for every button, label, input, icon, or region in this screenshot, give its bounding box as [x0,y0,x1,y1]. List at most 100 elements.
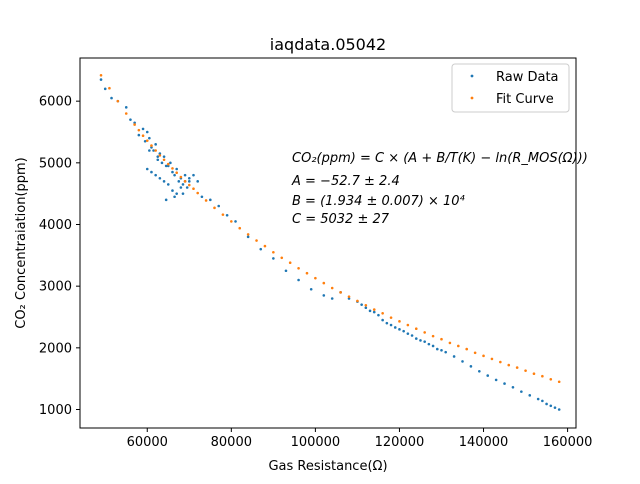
raw-data-point [478,369,481,373]
raw-data-point [181,183,185,186]
raw-data-point [196,180,199,183]
raw-data-point [414,337,418,340]
raw-data-point [187,176,191,180]
fit-curve-point [440,337,443,341]
legend-raw-label: Raw Data [496,70,559,85]
raw-data-point [181,192,185,195]
fit-curve-point [372,308,376,311]
raw-data-point [435,347,439,351]
raw-data-point [381,318,384,322]
raw-data-point [330,297,334,300]
x-axis-label: Gas Resistance(Ω) [268,459,387,474]
y-tick-label: 1000 [39,403,72,418]
fit-curve-point [482,354,485,358]
raw-data-point [372,310,376,314]
raw-data-point [179,186,183,189]
raw-data-point [137,133,141,137]
raw-data-point [143,139,147,143]
fit-curve-point [238,226,242,230]
fit-curve-point [330,286,334,290]
raw-data-point [557,408,561,411]
raw-data-point [297,278,300,282]
raw-data-point [494,378,498,382]
plot-frame [79,57,577,429]
fit-curve-point [187,183,191,187]
fit-curve-point [499,360,502,364]
raw-data-point [192,173,195,177]
raw-data-point [166,164,170,168]
raw-data-point [444,350,447,354]
fit-curve-point [99,73,103,77]
fit-curve-point [414,327,418,331]
raw-data-point [234,220,237,223]
raw-data-point [148,149,151,152]
raw-data-point [124,106,128,109]
raw-data-point [150,170,153,174]
y-tick-label: 5000 [39,156,72,171]
fit-curve-point [196,191,199,195]
chart-title: iaqdata.05042 [270,35,386,54]
y-tick-label: 4000 [39,218,72,233]
raw-data-point [150,146,153,149]
annotation-a: A = −52.7 ± 2.4 [291,174,400,189]
annotation-box: CO₂(ppm) = C × (A + B/T(K) − ln(R_MOS(Ω)… [291,151,588,227]
raw-data-point [398,328,401,331]
raw-data-point [452,355,456,358]
fit-curve-point [473,351,477,355]
raw-data-point [173,195,176,199]
raw-data-point [377,313,380,317]
fit-curve-point [158,154,162,157]
raw-data-point [162,155,166,158]
raw-data-point [183,173,187,177]
x-tick-label: 120000 [375,435,425,450]
fit-curve-point [398,320,401,323]
raw-data-point [511,386,515,389]
raw-data-point [173,173,176,177]
raw-data-point [164,198,168,202]
fit-curve-point [255,239,258,242]
legend-raw-marker [470,74,474,78]
raw-data-point [440,349,443,352]
fit-curve-point [150,144,153,147]
raw-data-point [528,394,532,397]
raw-data-point [410,334,414,337]
raw-data-point [99,78,103,81]
fit-curve-point [175,171,178,174]
raw-data-point [423,340,426,343]
raw-data-point [160,161,164,165]
annotation-b: B = (1.934 ± 0.007) × 10⁴ [292,194,466,209]
fit-curve-point [297,266,300,270]
fit-curve-point [507,363,511,367]
fit-curve-point [381,312,384,315]
raw-data-point [402,329,405,333]
legend-fit-marker [470,96,474,100]
raw-data-point [110,96,113,100]
raw-data-point [469,365,473,368]
raw-data-point [406,332,410,335]
raw-data-point [152,149,155,152]
raw-data-point [166,183,170,186]
fit-curve-point [515,366,519,369]
raw-data-point [148,136,151,140]
raw-data-point [156,155,160,158]
annotation-equation: CO₂(ppm) = C × (A + B/T(K) − ln(R_MOS(Ω)… [292,151,588,166]
legend-box [451,63,570,113]
raw-data-point [385,321,389,325]
raw-data-point [431,344,435,348]
fit-curve-point [154,149,157,152]
raw-data-point [133,121,136,125]
fit-curve-point [314,276,317,280]
fit-curve-point [288,261,292,265]
raw-data-point [156,158,160,162]
fit-curve-point [557,380,561,384]
raw-data-point [549,404,553,408]
raw-data-point [217,204,221,208]
fit-curve-point [213,206,216,210]
fit-curve-point [272,250,275,254]
fit-curve-point [431,334,435,338]
raw-data-point [177,180,181,183]
x-tick-label: 160000 [543,435,593,450]
raw-data-point [154,143,157,146]
raw-data-point [427,342,431,346]
fit-curve-point [465,347,469,351]
